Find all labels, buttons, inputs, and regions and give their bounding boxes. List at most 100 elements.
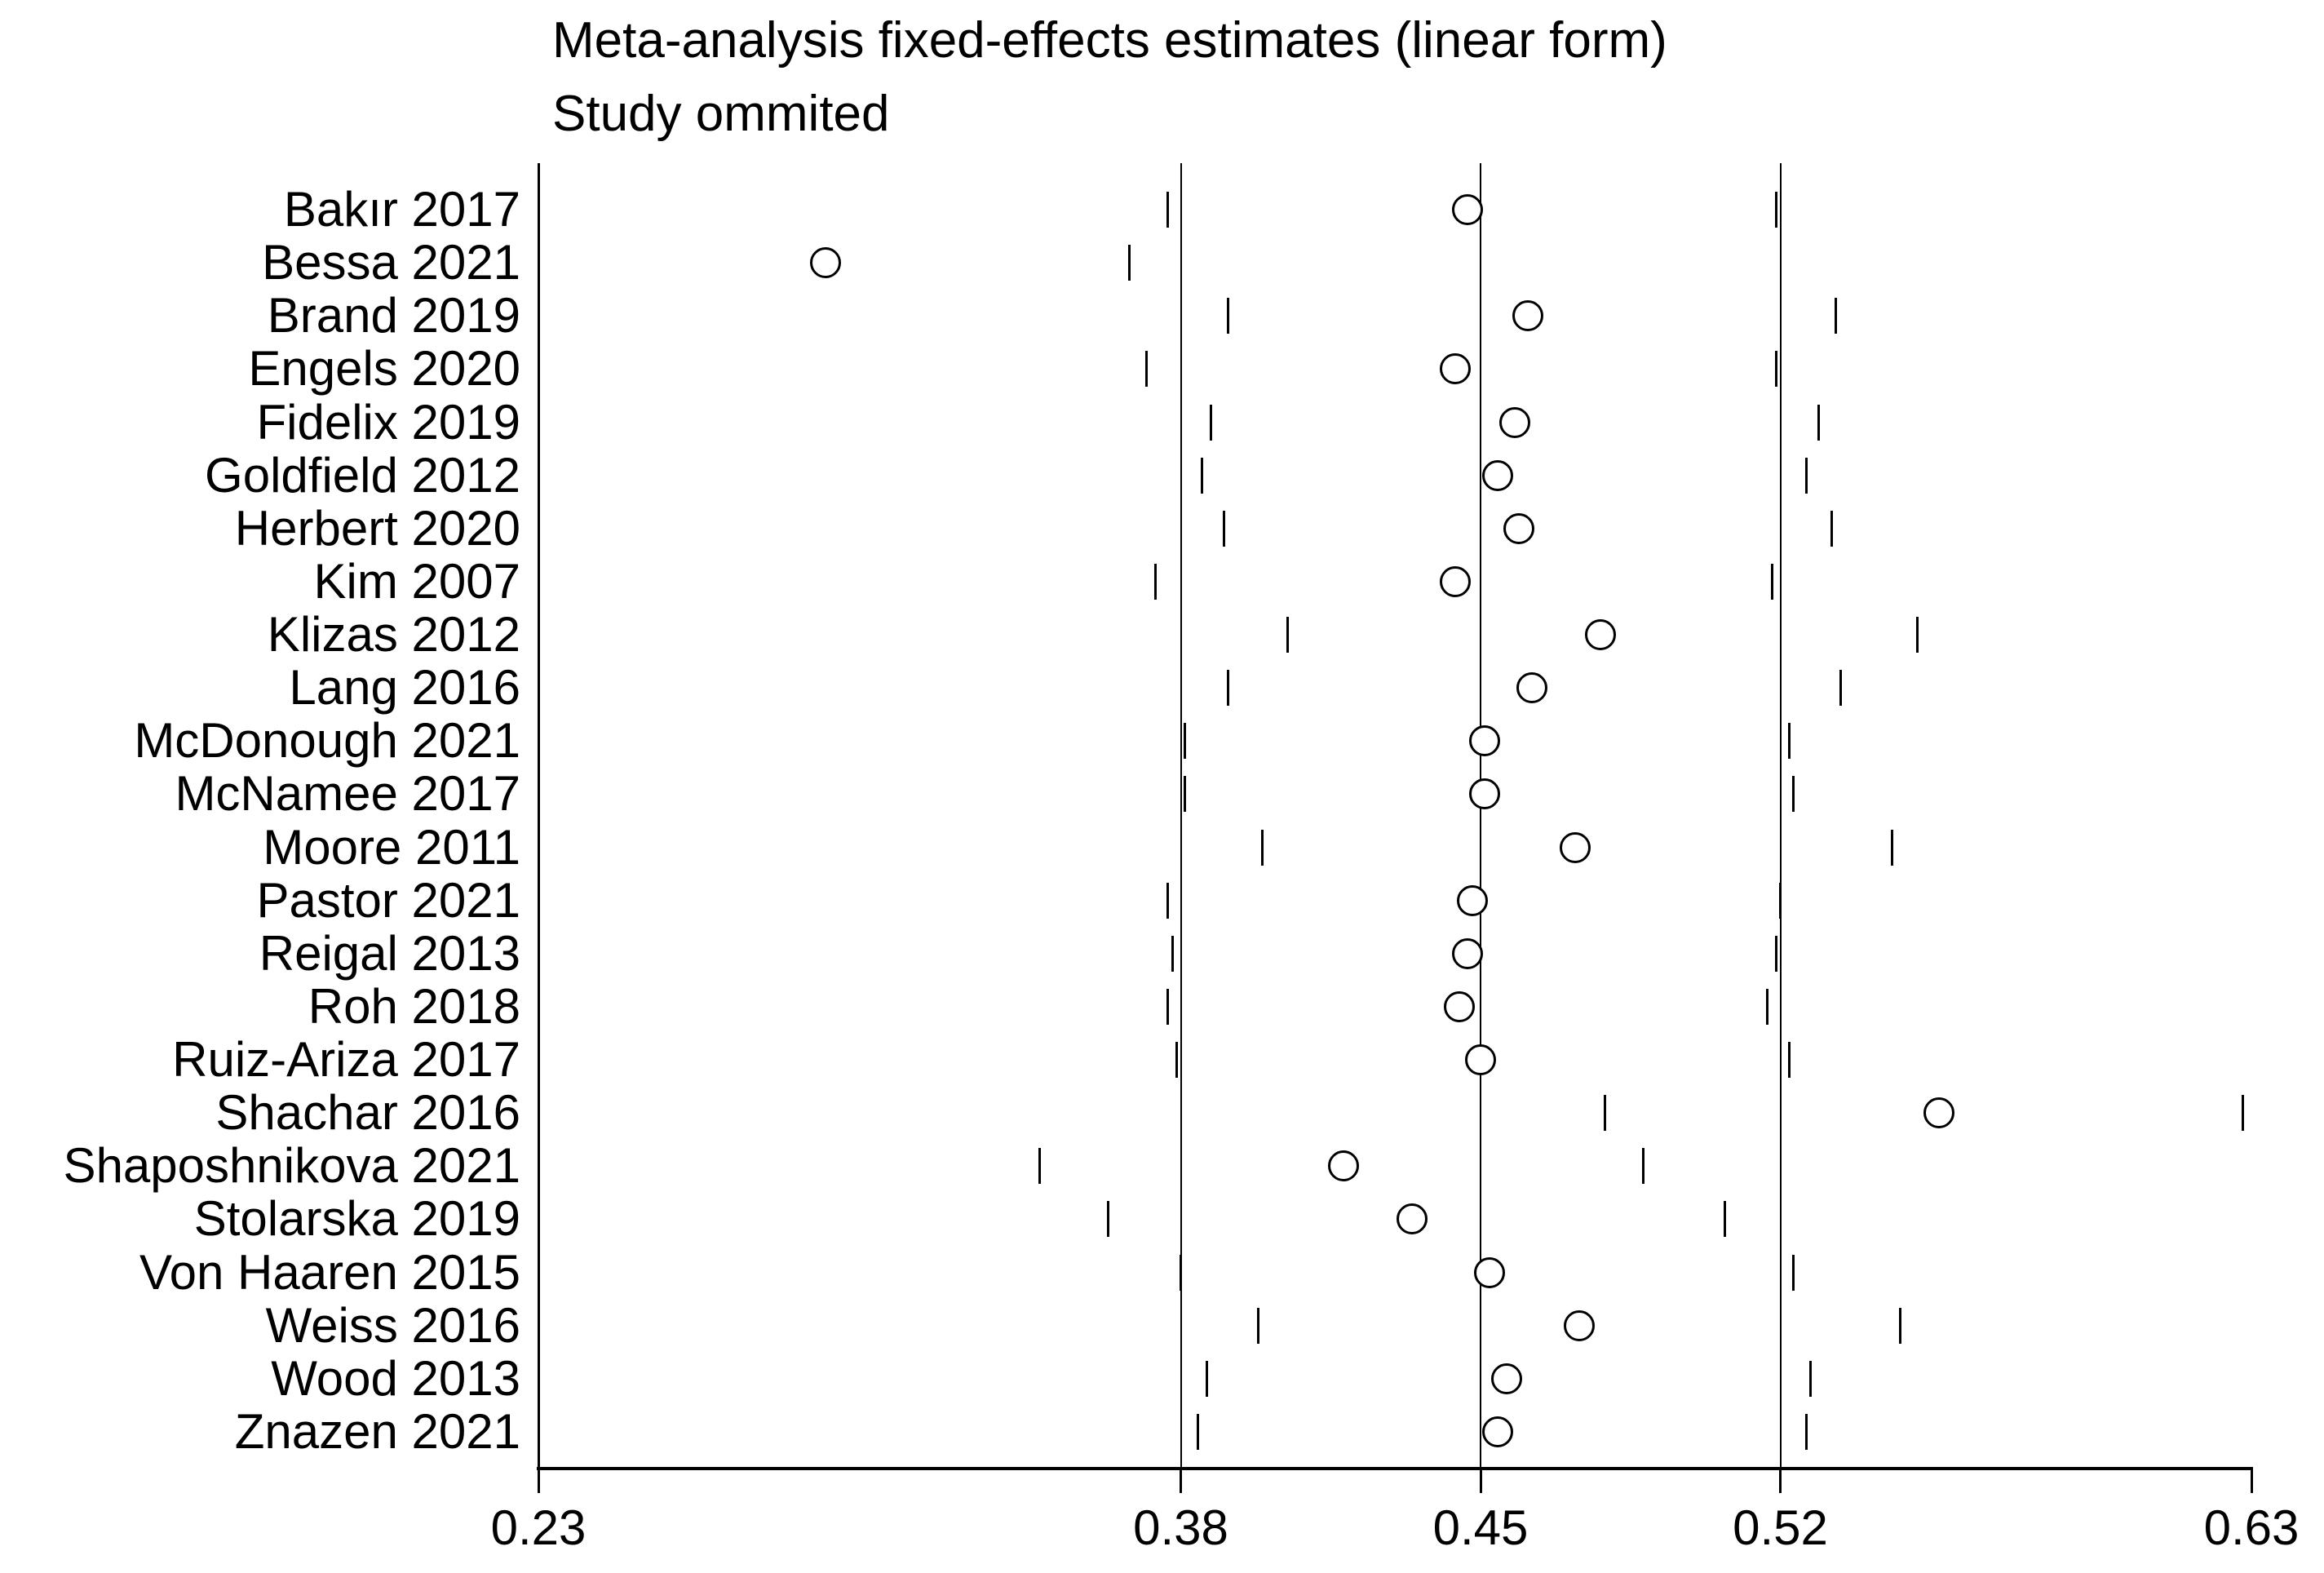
x-axis-tick-label: 0.23	[490, 1500, 587, 1555]
ci-upper-tick	[1791, 776, 1795, 813]
reference-line-0.45	[1480, 163, 1481, 1469]
estimate-circle	[1452, 937, 1484, 969]
ci-lower-tick	[1106, 1201, 1109, 1238]
study-label: Fidelix 2019	[256, 394, 520, 450]
study-label: Kim 2007	[313, 553, 520, 609]
estimate-circle	[1482, 1416, 1513, 1447]
ci-upper-tick	[1835, 298, 1838, 335]
estimate-circle	[1516, 672, 1547, 704]
ci-lower-tick	[1145, 351, 1148, 388]
ci-lower-tick	[1171, 935, 1174, 972]
ci-upper-tick	[1899, 1307, 1901, 1344]
study-label: Herbert 2020	[234, 500, 520, 556]
estimate-circle	[1397, 1203, 1428, 1235]
study-label: Klizas 2012	[267, 607, 520, 662]
study-label: Reigal 2013	[259, 925, 520, 981]
ci-upper-tick	[1804, 1413, 1808, 1450]
ci-lower-tick	[1603, 1095, 1606, 1132]
ci-lower-tick	[1222, 510, 1225, 547]
ci-lower-tick	[1153, 563, 1157, 600]
estimate-circle	[1923, 1097, 1954, 1129]
ci-lower-tick	[1166, 882, 1170, 919]
x-axis-tick-0.38	[1180, 1469, 1182, 1493]
x-axis-tick-label: 0.45	[1432, 1500, 1529, 1555]
estimate-circle	[1490, 1363, 1522, 1394]
ci-upper-tick	[1804, 457, 1808, 494]
ci-lower-tick	[1184, 723, 1187, 760]
ci-upper-tick	[1916, 617, 1919, 654]
estimate-circle	[1512, 300, 1543, 332]
x-axis-tick-0.45	[1479, 1469, 1482, 1493]
ci-upper-tick	[1791, 1254, 1795, 1291]
estimate-circle	[1473, 1256, 1505, 1288]
ci-upper-tick	[1642, 1148, 1645, 1185]
ci-upper-tick	[1839, 670, 1842, 707]
study-label: Lang 2016	[289, 660, 520, 716]
ci-lower-tick	[1286, 617, 1290, 654]
estimate-circle	[1443, 990, 1475, 1022]
ci-lower-tick	[1184, 776, 1187, 813]
x-axis-tick-0.63	[2250, 1469, 2253, 1493]
ci-upper-tick	[1723, 1201, 1726, 1238]
ci-upper-tick	[2242, 1095, 2244, 1132]
estimate-circle	[1469, 725, 1501, 757]
estimate-circle	[1465, 1044, 1496, 1076]
ci-lower-tick	[1038, 1148, 1041, 1185]
study-label: Ruiz-Ariza 2017	[172, 1032, 520, 1088]
estimate-circle	[1439, 565, 1471, 597]
ci-upper-tick	[1774, 351, 1777, 388]
study-label: Von Haaren 2015	[139, 1244, 520, 1300]
estimate-circle	[1585, 619, 1616, 651]
study-label: Shaposhnikova 2021	[63, 1138, 520, 1194]
ci-lower-tick	[1205, 1360, 1208, 1397]
ci-upper-tick	[1817, 404, 1821, 441]
chart-title: Meta-analysis fixed-effects estimates (l…	[552, 12, 1667, 69]
estimate-circle	[1452, 194, 1484, 225]
study-label: Bakır 2017	[283, 182, 520, 237]
ci-upper-tick	[1787, 1042, 1791, 1079]
estimate-circle	[1503, 512, 1535, 544]
study-label: Roh 2018	[308, 978, 520, 1034]
study-label: Weiss 2016	[265, 1297, 520, 1353]
study-label: Bessa 2021	[262, 235, 520, 290]
chart-subtitle: Study ommited	[552, 86, 890, 142]
x-axis-tick-label: 0.63	[2203, 1500, 2300, 1555]
study-label: Goldfield 2012	[205, 447, 520, 503]
study-label: Stolarska 2019	[193, 1191, 520, 1247]
ci-lower-tick	[1256, 1307, 1259, 1344]
study-label: Shachar 2016	[215, 1085, 520, 1141]
ci-upper-tick	[1808, 1360, 1812, 1397]
estimate-circle	[809, 247, 841, 279]
x-axis-tick-0.23	[537, 1469, 540, 1493]
ci-upper-tick	[1890, 829, 1893, 866]
ci-lower-tick	[537, 245, 540, 281]
x-axis-tick-0.52	[1779, 1469, 1782, 1493]
ci-upper-tick	[1779, 882, 1782, 919]
estimate-circle	[1482, 459, 1513, 491]
ci-upper-tick	[1774, 935, 1777, 972]
ci-lower-tick	[1197, 1413, 1199, 1450]
ci-lower-tick	[1180, 1254, 1182, 1291]
estimate-circle	[1499, 406, 1530, 438]
study-label: McDonough 2021	[134, 713, 520, 769]
estimate-circle	[1439, 353, 1471, 385]
x-axis-tick-label: 0.38	[1133, 1500, 1228, 1555]
estimate-circle	[1469, 778, 1501, 810]
ci-upper-tick	[1787, 723, 1791, 760]
ci-upper-tick	[1766, 988, 1769, 1025]
ci-lower-tick	[1209, 404, 1212, 441]
x-axis-line	[537, 1467, 2253, 1470]
study-label: Moore 2011	[263, 819, 520, 875]
y-axis-line	[537, 163, 540, 1470]
estimate-circle	[1328, 1150, 1359, 1182]
ci-lower-tick	[1226, 670, 1229, 707]
ci-upper-tick	[1830, 510, 1833, 547]
reference-line-0.38	[1180, 163, 1182, 1469]
ci-upper-tick	[1770, 563, 1773, 600]
study-label: Znazen 2021	[234, 1403, 520, 1459]
x-axis-tick-label: 0.52	[1733, 1500, 1828, 1555]
ci-lower-tick	[1201, 457, 1204, 494]
ci-lower-tick	[1166, 988, 1170, 1025]
ci-lower-tick	[1260, 829, 1264, 866]
ci-upper-tick	[1128, 245, 1131, 281]
